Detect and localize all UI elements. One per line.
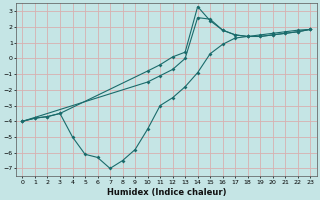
X-axis label: Humidex (Indice chaleur): Humidex (Indice chaleur) <box>107 188 226 197</box>
